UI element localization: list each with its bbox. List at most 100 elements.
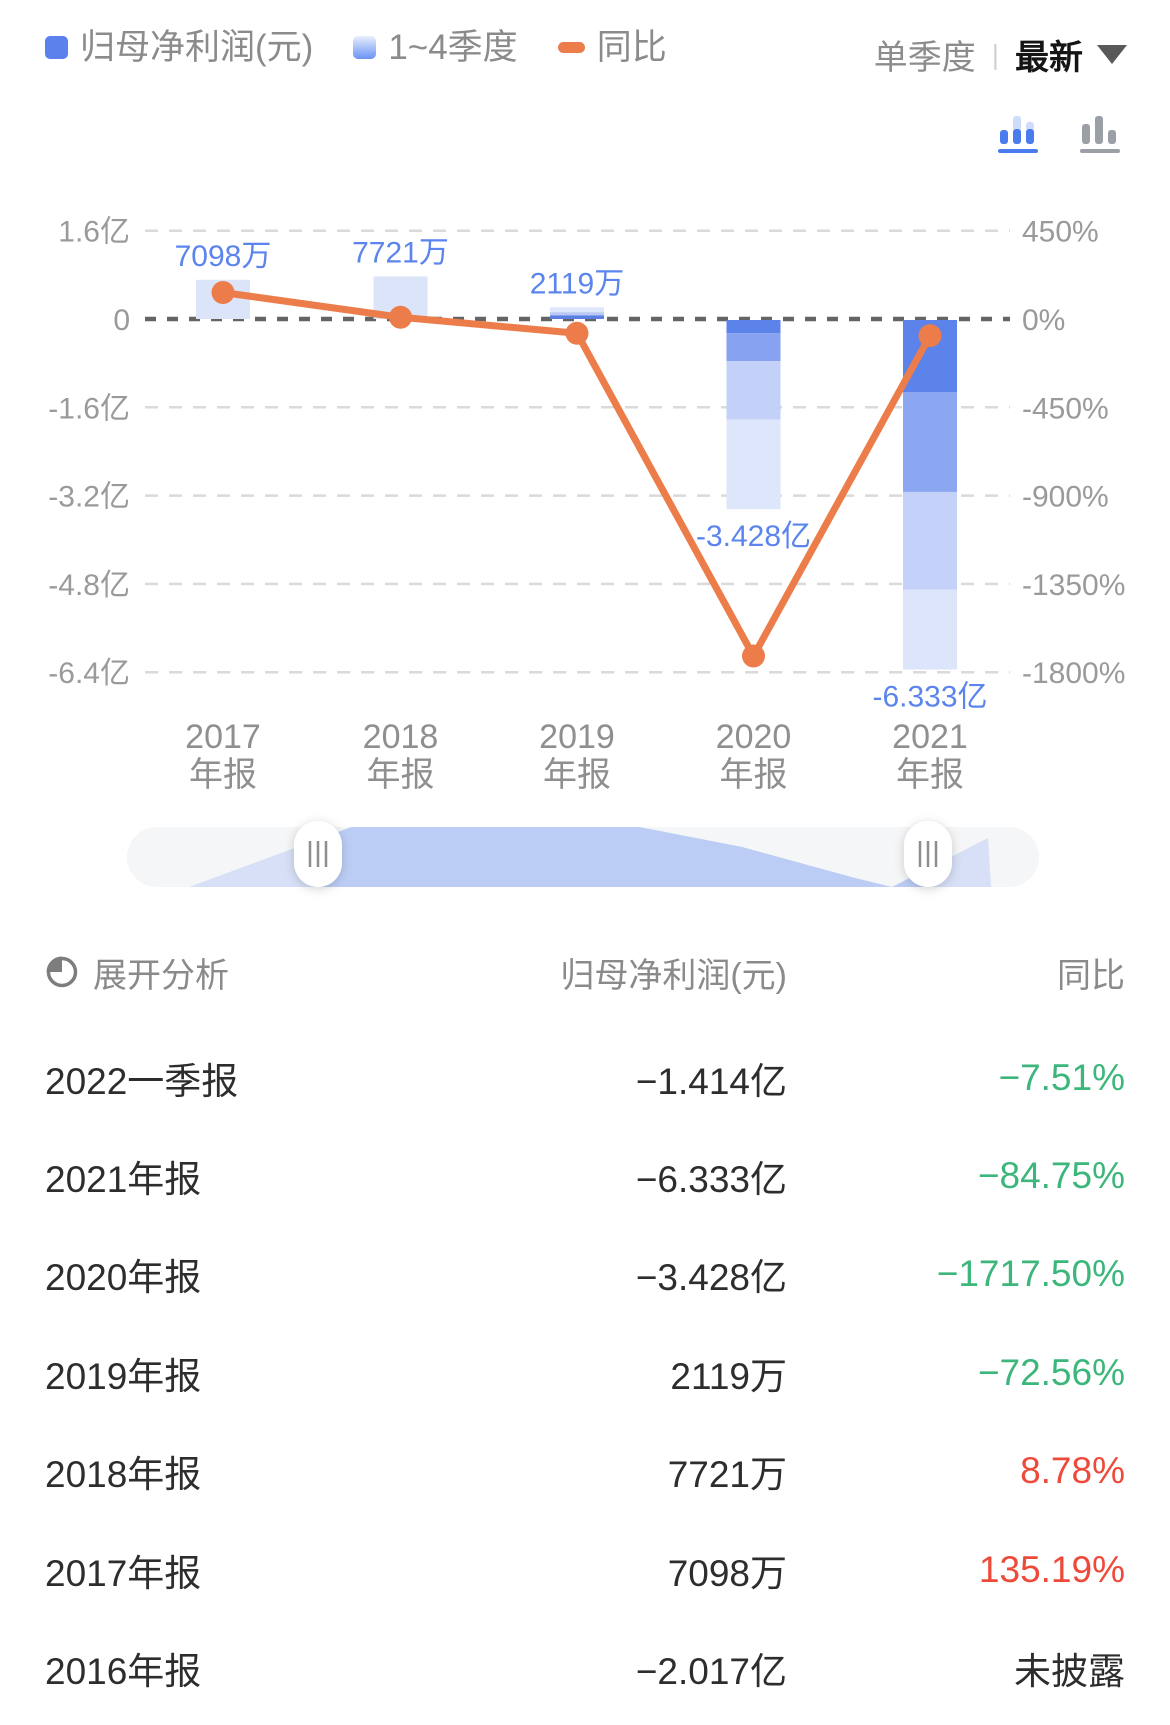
row-net-profit: −1.414亿 (635, 1060, 787, 1102)
yoy-point-2018年报[interactable] (389, 305, 412, 329)
row-yoy: −72.56% (977, 1351, 1125, 1393)
chart-style-toggle (996, 110, 1122, 156)
single-quarter-toggle[interactable]: 单季度 (873, 39, 976, 77)
bar-2019年报[interactable] (550, 307, 604, 319)
bar-value-label: -6.333亿 (872, 681, 987, 714)
bar-segment (903, 391, 957, 492)
quarters-swatch-icon (353, 36, 377, 59)
table-row-2016年报: 2016年报 −2.017亿 未披露 (45, 1619, 1125, 1716)
bar-segment (726, 320, 781, 334)
table-row-2020年报: 2020年报 −3.428亿 −1717.50% (45, 1226, 1125, 1323)
expand-analysis-label: 展开分析 (93, 956, 229, 995)
right-axis-tick: -1350% (1022, 569, 1125, 602)
right-axis-tick: 0% (1022, 304, 1065, 337)
bar-segment (726, 361, 781, 420)
legend-item-quarters[interactable]: 1~4季度 (353, 28, 518, 67)
period-mode-toolbar: 单季度 | 最新 (874, 30, 1127, 79)
row-period: 2021年报 (45, 1158, 202, 1200)
x-axis-label-year: 2020 (716, 718, 792, 756)
yoy-swatch-icon (557, 42, 585, 53)
row-net-profit: 7098万 (667, 1552, 787, 1594)
yoy-point-2020年报[interactable] (742, 644, 765, 668)
row-yoy: −84.75% (977, 1154, 1125, 1196)
x-axis-label-year: 2017 (185, 718, 261, 756)
row-period: 2017年报 (45, 1552, 202, 1594)
stacked-bar-style-icon[interactable] (996, 110, 1040, 156)
right-axis-tick: -1800% (1022, 657, 1125, 690)
table-header: 展开分析 归母净利润(元) 同比 (45, 944, 1125, 1000)
yoy-column-header: 同比 (1057, 956, 1125, 995)
row-period: 2022一季报 (45, 1060, 239, 1102)
row-period: 2018年报 (45, 1454, 202, 1496)
left-axis-tick: 1.6亿 (58, 216, 130, 249)
row-period: 2019年报 (45, 1355, 202, 1397)
brush-handle-right[interactable] (904, 821, 952, 887)
table-row-2019年报: 2019年报 2119万 −72.56% (45, 1324, 1125, 1421)
x-axis-label-period: 年报 (189, 756, 257, 794)
x-axis-label-year: 2019 (539, 718, 615, 756)
row-net-profit: 7721万 (667, 1454, 787, 1496)
bar-segment (550, 307, 604, 313)
bar-segment (550, 315, 604, 319)
yoy-line (219, 288, 934, 660)
yoy-point-2021年报[interactable] (918, 324, 942, 348)
right-axis-tick: -900% (1022, 481, 1109, 514)
x-axis-label-year: 2021 (892, 718, 968, 756)
toolbar-divider: | (991, 38, 999, 70)
latest-dropdown[interactable]: 最新 (1015, 30, 1127, 79)
row-net-profit: 2119万 (670, 1355, 787, 1397)
left-axis-tick: -1.6亿 (48, 392, 130, 425)
x-axis-label-period: 年报 (720, 756, 788, 794)
legend-label: 归母净利润(元) (80, 28, 314, 67)
bar-2020年报[interactable] (726, 320, 781, 510)
table-row-2022一季报: 2022一季报 −1.414亿 −7.51% (45, 1029, 1125, 1126)
bar-segment (550, 312, 604, 316)
row-yoy: −7.51% (998, 1056, 1125, 1098)
left-axis-tick: -4.8亿 (48, 569, 130, 602)
bar-value-label: 7721万 (352, 236, 449, 269)
legend-item-net-profit[interactable]: 归母净利润(元) (45, 30, 313, 65)
bar-value-label: -3.428亿 (696, 520, 811, 553)
caret-down-icon (1097, 45, 1127, 64)
brush-selected-preview (318, 827, 928, 887)
brush-handle-left[interactable] (294, 821, 342, 887)
bar-value-label: 2119万 (530, 267, 625, 300)
table-row-2018年报: 2018年报 7721万 8.78% (45, 1423, 1125, 1520)
table-row-2017年报: 2017年报 7098万 135.19% (45, 1521, 1125, 1618)
expand-analysis-button[interactable]: 展开分析 (45, 948, 345, 997)
bar-segment (726, 333, 781, 362)
chart-legend: 归母净利润(元) 1~4季度 同比 (45, 30, 667, 65)
legend-label: 同比 (596, 28, 667, 67)
bar-segment (903, 589, 957, 670)
row-yoy: 8.78% (1020, 1450, 1125, 1492)
legend-item-yoy[interactable]: 同比 (557, 28, 667, 67)
left-axis-tick: -6.4亿 (48, 657, 130, 690)
row-net-profit: −2.017亿 (635, 1650, 787, 1692)
yoy-point-2019年报[interactable] (565, 321, 589, 345)
value-column-header: 归母净利润(元) (560, 956, 787, 995)
row-net-profit: −6.333亿 (635, 1158, 787, 1200)
range-brush[interactable] (127, 817, 1039, 887)
yoy-point-2017年报[interactable] (211, 280, 235, 304)
x-axis-label-period: 年报 (543, 756, 611, 794)
right-axis-tick: -450% (1022, 392, 1109, 425)
pie-chart-icon (46, 956, 78, 988)
table-row-2021年报: 2021年报 −6.333亿 −84.75% (45, 1127, 1125, 1224)
row-yoy: 未披露 (1014, 1650, 1125, 1692)
plain-bar-style-icon[interactable] (1078, 110, 1122, 156)
latest-label: 最新 (1015, 39, 1083, 77)
bar-segment (726, 419, 781, 510)
legend-label: 1~4季度 (388, 28, 518, 67)
left-axis-tick: -3.2亿 (48, 481, 130, 514)
x-axis-label-year: 2018 (363, 718, 439, 756)
bar-segment (903, 491, 957, 590)
row-yoy: 135.19% (978, 1548, 1125, 1590)
bar-value-label: 7098万 (175, 240, 272, 273)
row-period: 2020年报 (45, 1257, 202, 1299)
x-axis-label-period: 年报 (367, 756, 435, 794)
row-period: 2016年报 (45, 1650, 202, 1692)
x-axis-label-period: 年报 (896, 756, 964, 794)
row-net-profit: −3.428亿 (635, 1257, 787, 1299)
net-profit-swatch-icon (45, 36, 68, 59)
